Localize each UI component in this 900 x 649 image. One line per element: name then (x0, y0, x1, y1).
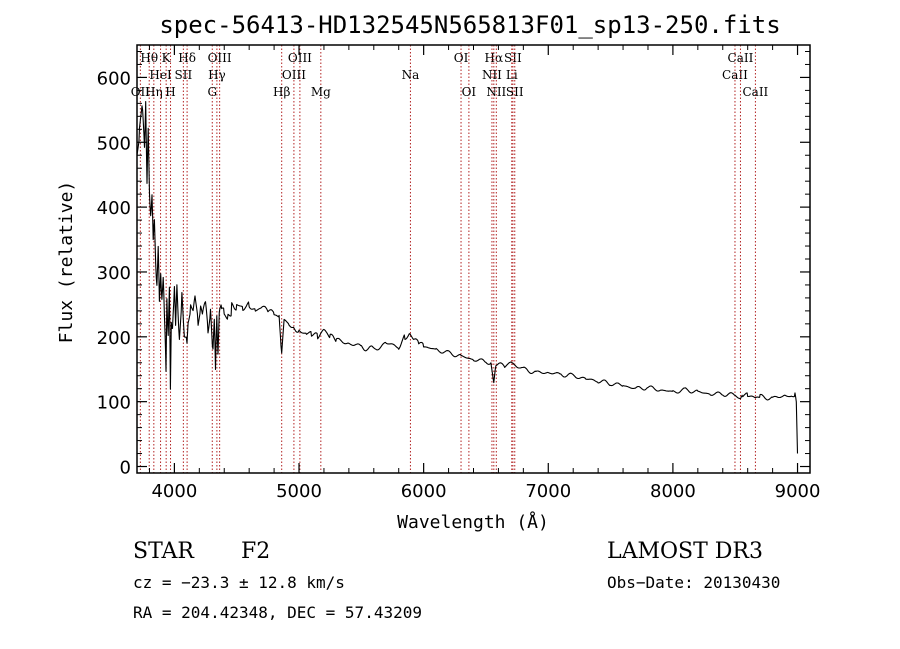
spectral-line-label: CaII (742, 85, 768, 99)
spectral-line-label: Hδ (178, 51, 196, 65)
spectral-line-label: OIII (208, 51, 232, 65)
x-tick-label: 6000 (401, 481, 447, 502)
spectral-line-label: SII (504, 51, 522, 65)
spectral-line-label: OI (462, 85, 477, 99)
spectrum-series (136, 100, 799, 454)
object-type: STAR (133, 539, 195, 564)
y-tick-label: 400 (97, 198, 131, 219)
redshift-cz: cz = −23.3 ± 12.8 km/s (133, 573, 345, 592)
y-tick-label: 100 (97, 393, 131, 414)
chart-title: spec-56413-HD132545N565813F01_sp13-250.f… (159, 11, 780, 39)
spectral-line-label: Mg (311, 85, 331, 99)
spectral-line-label: Hα (485, 51, 504, 65)
survey-name: LAMOST DR3 (607, 539, 763, 564)
object-subclass: F2 (241, 539, 270, 564)
spectral-line-label: OIII (288, 51, 312, 65)
y-tick-label: 600 (97, 68, 131, 89)
spectral-line-label: NII (482, 68, 502, 82)
spectral-line-label: Hη (145, 85, 163, 99)
y-tick-label: 0 (120, 458, 131, 479)
spectral-line-label: G (207, 85, 217, 99)
spectral-line-label: Hβ (273, 85, 290, 99)
spectral-line-markers: OIIHθHηHeIKSIIHHδGOIIIHγHβOIIIOIIIMgNaOI… (131, 45, 769, 473)
spectral-line-label: OIII (282, 68, 306, 82)
y-tick-label: 500 (97, 133, 131, 154)
axis-ticks: 4000 5000 6000 7000 8000 9000 0 100 200 300 400 500… (97, 45, 821, 502)
x-tick-label: 9000 (775, 481, 821, 502)
spectral-line-label: Na (402, 68, 420, 82)
ra-dec: RA = 204.42348, DEC = 57.43209 (133, 603, 422, 622)
spectrum-line-0 (136, 100, 799, 454)
spectral-line-label: Hθ (140, 51, 158, 65)
spectral-line-label: HeI (149, 68, 172, 82)
y-tick-label: 200 (97, 328, 131, 349)
spectral-line-label: CaII (728, 51, 754, 65)
x-axis-label: Wavelength (Å) (397, 511, 549, 533)
x-tick-label: 5000 (276, 481, 322, 502)
observation-date: Obs−Date: 20130430 (607, 573, 780, 592)
spectral-line-label: OII (131, 85, 151, 99)
spectral-line-label: CaII (722, 68, 748, 82)
spectral-line-label: Li (506, 68, 518, 82)
spectral-line-label: K (162, 51, 172, 65)
plot-frame (136, 44, 811, 474)
x-tick-label: 8000 (650, 481, 696, 502)
spectral-line-label: OI (454, 51, 469, 65)
y-tick-label: 300 (97, 263, 131, 284)
x-tick-label: 7000 (525, 481, 571, 502)
spectral-line-label: SII (175, 68, 193, 82)
spectral-line-label: SII (506, 85, 524, 99)
x-tick-label: 4000 (151, 481, 197, 502)
spectral-line-label: Hγ (208, 68, 226, 82)
y-axis-label: Flux (relative) (56, 181, 77, 344)
spectral-line-label: NII (486, 85, 506, 99)
spectral-line-label: H (165, 85, 175, 99)
